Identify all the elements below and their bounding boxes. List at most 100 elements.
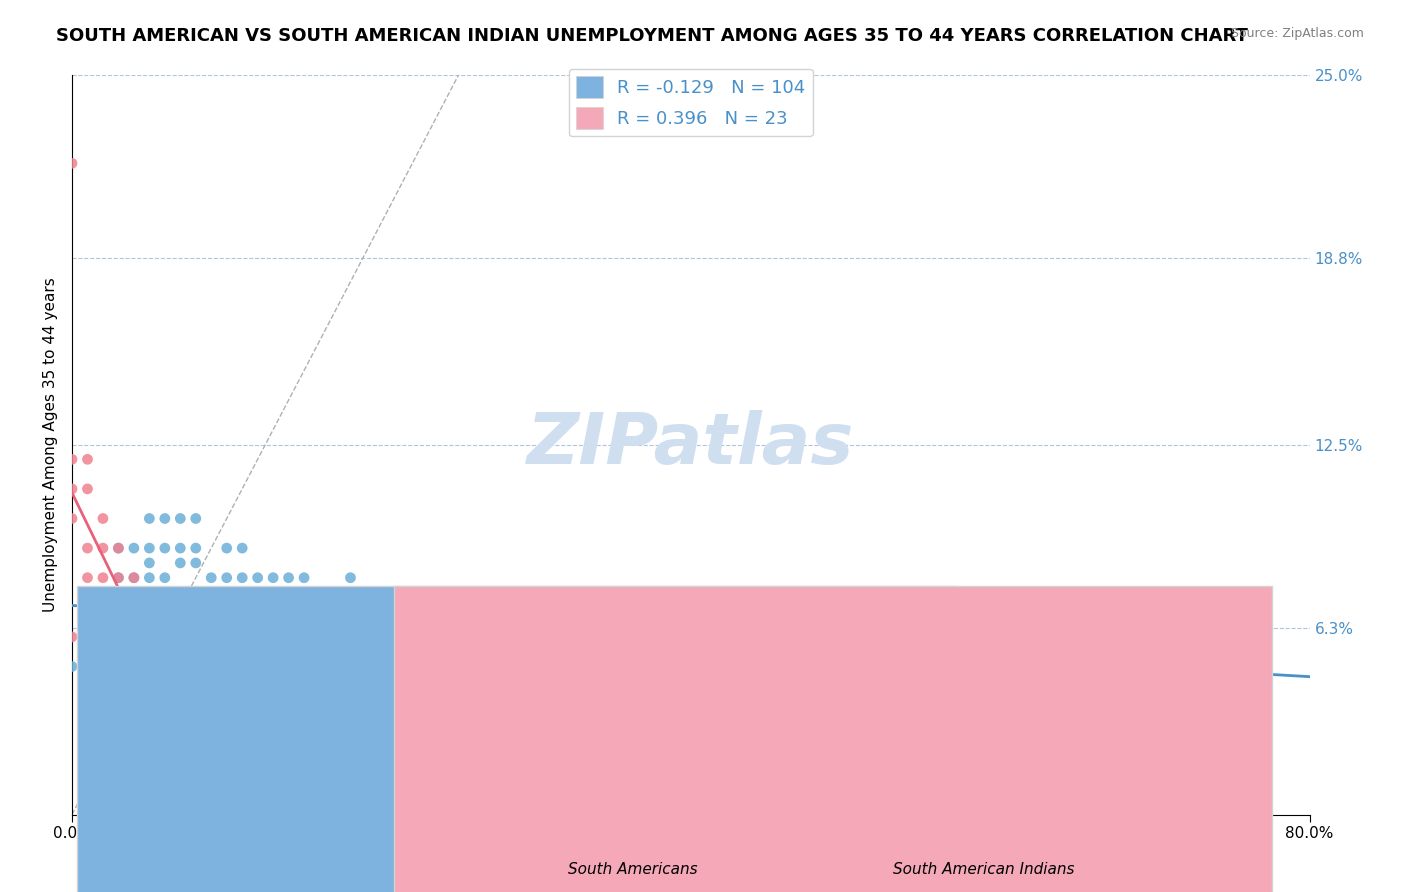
Point <box>122 600 145 615</box>
Point <box>76 659 98 673</box>
Point <box>215 630 238 644</box>
Point <box>138 600 160 615</box>
Point <box>122 630 145 644</box>
Text: South Americans: South Americans <box>568 863 697 877</box>
Point <box>60 630 83 644</box>
Point <box>76 630 98 644</box>
Point <box>91 615 114 629</box>
Point <box>524 630 547 644</box>
Point <box>169 600 191 615</box>
Point <box>169 630 191 644</box>
Text: SOUTH AMERICAN VS SOUTH AMERICAN INDIAN UNEMPLOYMENT AMONG AGES 35 TO 44 YEARS C: SOUTH AMERICAN VS SOUTH AMERICAN INDIAN … <box>56 27 1249 45</box>
Point <box>91 630 114 644</box>
Point <box>107 630 129 644</box>
Point <box>60 511 83 525</box>
Point <box>1019 659 1042 673</box>
Point <box>447 630 470 644</box>
Point <box>107 541 129 555</box>
Point <box>184 541 207 555</box>
Point <box>107 571 129 585</box>
Point <box>1066 659 1088 673</box>
Point <box>76 659 98 673</box>
Point <box>370 600 392 615</box>
Point <box>138 511 160 525</box>
Point <box>60 482 83 496</box>
Point <box>76 541 98 555</box>
Point <box>184 511 207 525</box>
Point <box>91 645 114 659</box>
Point <box>246 600 269 615</box>
Point <box>76 630 98 644</box>
Point <box>277 571 299 585</box>
Point <box>184 556 207 570</box>
Point <box>76 659 98 673</box>
Point <box>138 615 160 629</box>
Point <box>138 541 160 555</box>
Point <box>76 482 98 496</box>
Point <box>339 600 361 615</box>
Y-axis label: Unemployment Among Ages 35 to 44 years: Unemployment Among Ages 35 to 44 years <box>44 277 58 612</box>
Point <box>107 541 129 555</box>
Point <box>138 659 160 673</box>
Point <box>246 571 269 585</box>
Point <box>91 600 114 615</box>
Point <box>122 585 145 599</box>
Point <box>153 511 176 525</box>
Point <box>107 571 129 585</box>
Point <box>107 659 129 673</box>
Point <box>416 615 439 629</box>
FancyBboxPatch shape <box>77 586 956 892</box>
Point <box>76 630 98 644</box>
Point <box>76 571 98 585</box>
Point <box>107 659 129 673</box>
Point <box>401 630 423 644</box>
Point <box>184 585 207 599</box>
Point <box>478 645 501 659</box>
Point <box>988 659 1011 673</box>
Point <box>91 659 114 673</box>
Point <box>60 156 83 170</box>
Point <box>215 541 238 555</box>
Point <box>555 645 578 659</box>
Point <box>122 600 145 615</box>
Point <box>292 615 315 629</box>
Text: South American Indians: South American Indians <box>893 863 1076 877</box>
Point <box>153 600 176 615</box>
Point <box>76 659 98 673</box>
Point <box>122 615 145 629</box>
Point <box>91 600 114 615</box>
Point <box>107 645 129 659</box>
Point <box>91 630 114 644</box>
Point <box>710 645 733 659</box>
Point <box>323 600 346 615</box>
Point <box>169 585 191 599</box>
Point <box>138 645 160 659</box>
Point <box>122 571 145 585</box>
Point <box>215 600 238 615</box>
Point <box>633 645 655 659</box>
Point <box>153 541 176 555</box>
Point <box>91 511 114 525</box>
Point <box>107 630 129 644</box>
Point <box>138 556 160 570</box>
Point <box>76 452 98 467</box>
Point <box>262 571 284 585</box>
Point <box>602 659 624 673</box>
Point <box>215 571 238 585</box>
Point <box>262 600 284 615</box>
Point <box>91 645 114 659</box>
Point <box>308 600 330 615</box>
Point <box>231 600 253 615</box>
Point <box>169 511 191 525</box>
Point <box>91 689 114 703</box>
Text: ZIPatlas: ZIPatlas <box>527 410 855 479</box>
Point <box>184 615 207 629</box>
FancyBboxPatch shape <box>394 586 1272 892</box>
Point <box>107 600 129 615</box>
Point <box>200 600 222 615</box>
Point <box>354 615 377 629</box>
Point <box>107 615 129 629</box>
Point <box>91 541 114 555</box>
Point <box>231 571 253 585</box>
Point <box>911 659 934 673</box>
